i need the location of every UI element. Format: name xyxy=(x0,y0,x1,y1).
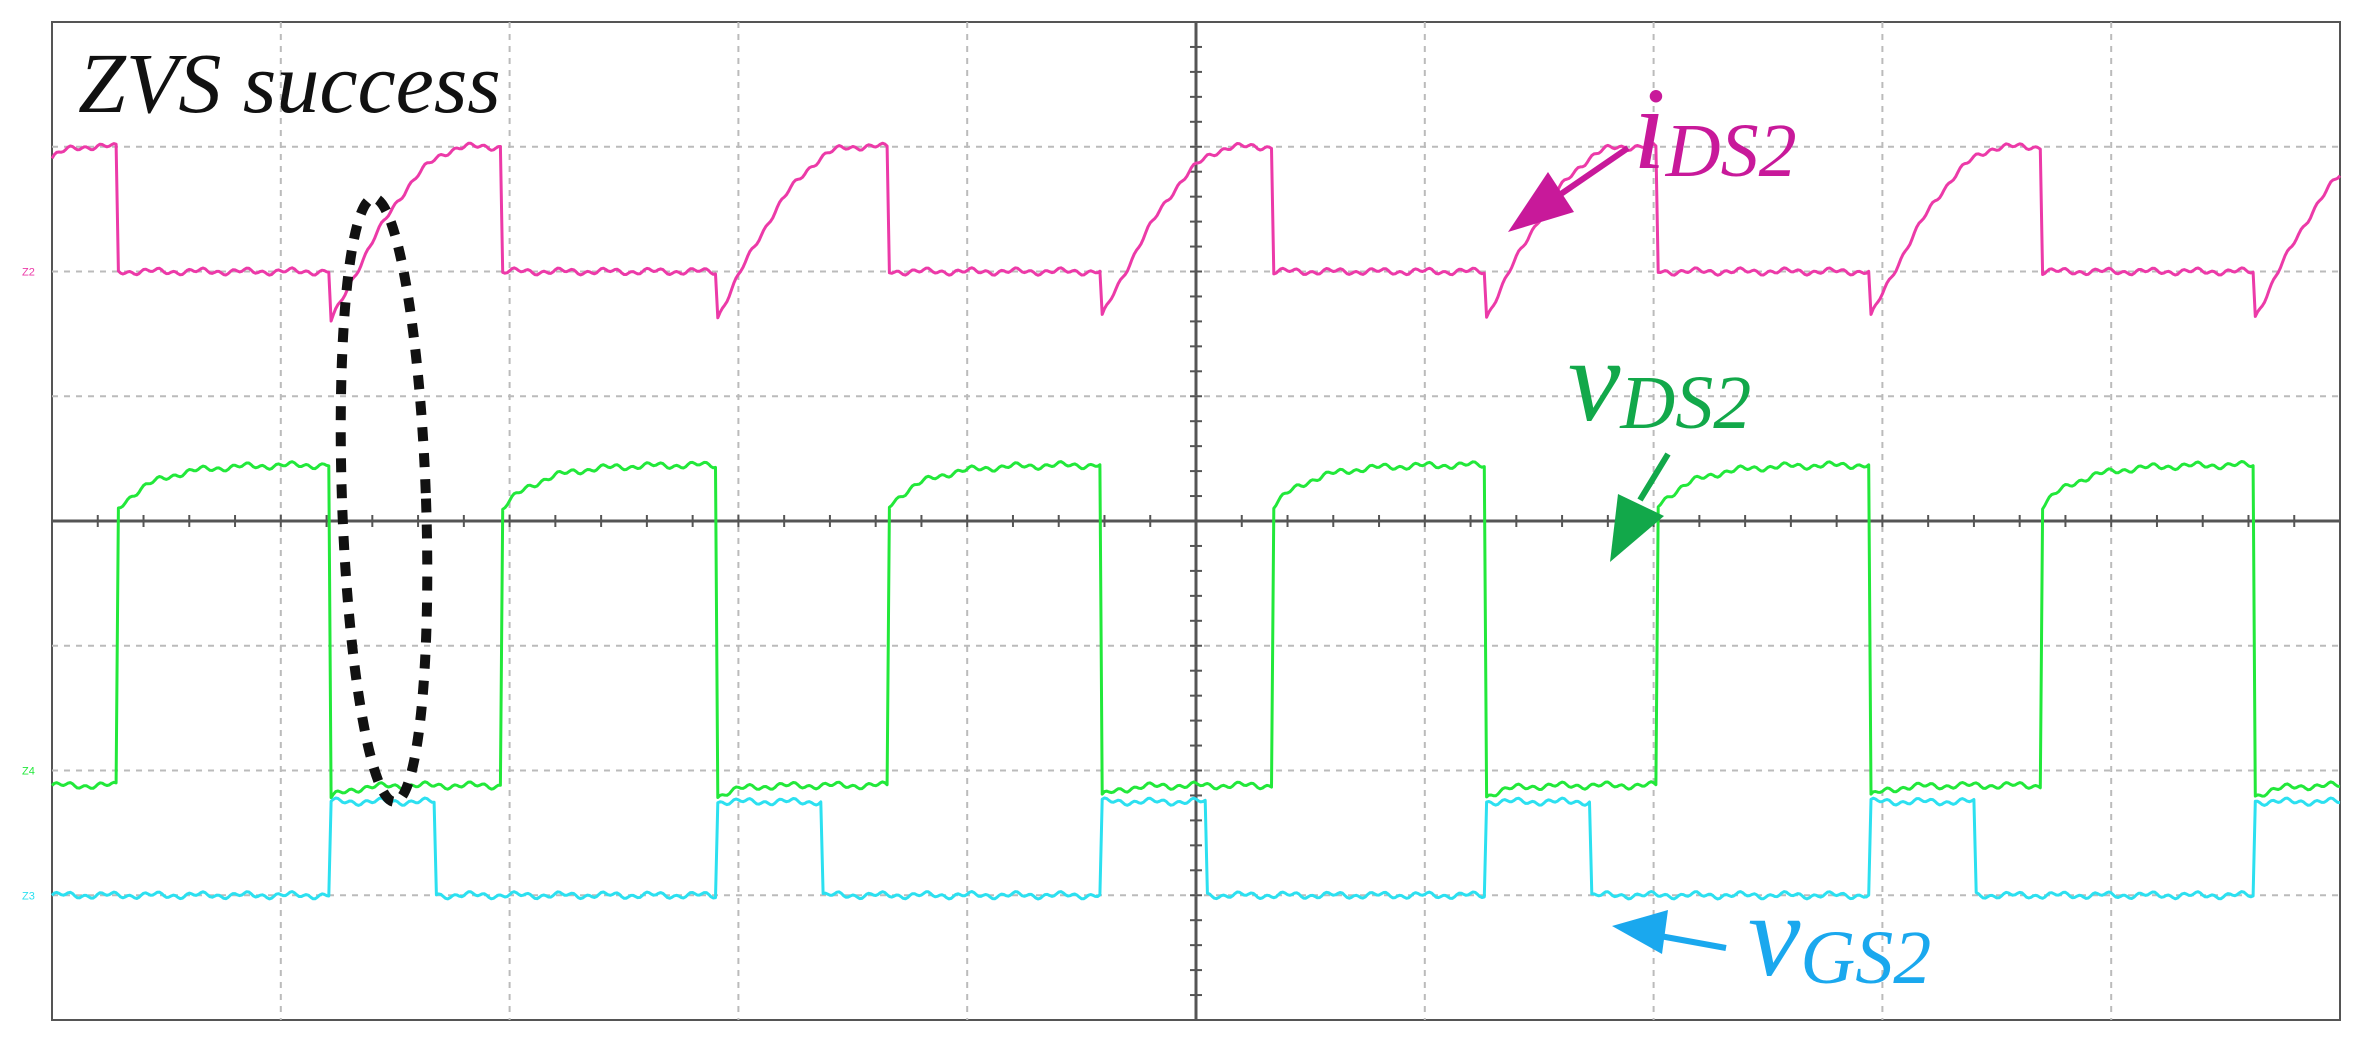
channel-marker-ids2: Z2 xyxy=(22,267,35,279)
ids2-label-main: i xyxy=(1633,63,1666,194)
channel-marker-vgs2: Z3 xyxy=(22,890,35,902)
svg-text:vDS2: vDS2 xyxy=(1568,315,1751,446)
vds2-label-main: v xyxy=(1568,315,1621,446)
trace-vds2 xyxy=(50,460,2341,800)
channel-marker-vds2: Z4 xyxy=(22,766,35,778)
vgs2-label-main: v xyxy=(1748,870,1801,1001)
vds2-label-sub: DS2 xyxy=(1619,361,1751,445)
series-label-vgs2: vGS2 xyxy=(1748,870,1931,1001)
trace-vgs2 xyxy=(50,796,2341,901)
graticule xyxy=(51,21,2341,1021)
channel-markers: Z2 Z4 Z3 xyxy=(22,267,35,903)
trace-ids2 xyxy=(50,141,2342,323)
ids2-arrow xyxy=(1508,145,1630,232)
ids2-label-sub: DS2 xyxy=(1665,109,1797,193)
vds2-arrow xyxy=(1610,452,1671,562)
vgs2-label-sub: GS2 xyxy=(1800,916,1931,1000)
zvs-highlight-ellipse xyxy=(335,193,433,807)
vgs2-arrow xyxy=(1612,910,1727,954)
zvs-success-annotation: ZVS success xyxy=(78,35,501,131)
series-label-vds2: vDS2 xyxy=(1568,315,1751,446)
series-label-ids2: iDS2 xyxy=(1633,63,1797,194)
svg-text:vGS2: vGS2 xyxy=(1748,870,1931,1001)
traces xyxy=(50,141,2342,901)
svg-text:iDS2: iDS2 xyxy=(1633,63,1797,194)
